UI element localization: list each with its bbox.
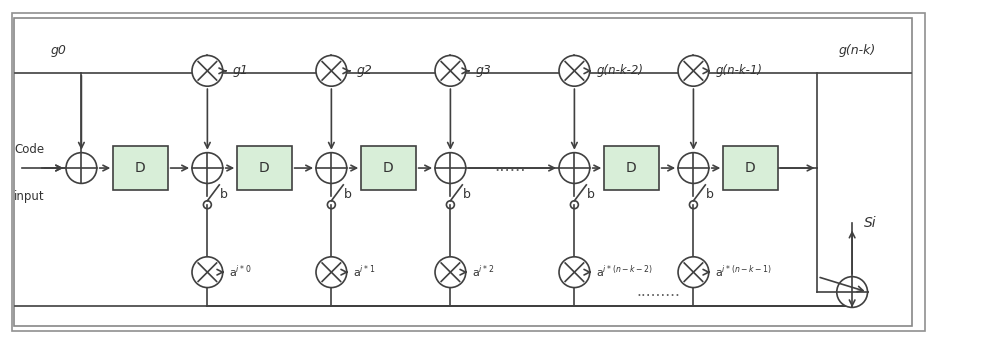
Text: g1: g1 [232, 64, 248, 77]
Text: a$^{i*1}$: a$^{i*1}$ [353, 264, 375, 280]
Circle shape [559, 56, 590, 86]
Circle shape [435, 257, 466, 288]
Circle shape [316, 257, 347, 288]
Circle shape [678, 257, 709, 288]
Circle shape [192, 257, 223, 288]
Text: Si: Si [864, 216, 877, 229]
Text: b: b [220, 188, 228, 201]
Circle shape [192, 56, 223, 86]
Circle shape [559, 257, 590, 288]
Text: g(n-k): g(n-k) [838, 45, 876, 58]
Circle shape [192, 152, 223, 184]
Text: a$^{i*0}$: a$^{i*0}$ [229, 264, 252, 280]
Text: b: b [706, 188, 714, 201]
Text: g2: g2 [356, 64, 372, 77]
Text: D: D [259, 161, 270, 175]
Text: g0: g0 [51, 45, 67, 58]
Bar [14, 18, 912, 326]
Circle shape [837, 277, 868, 307]
Circle shape [435, 56, 466, 86]
Bar [237, 146, 292, 190]
Bar [113, 146, 168, 190]
Circle shape [66, 152, 97, 184]
Text: g(n-k-1): g(n-k-1) [715, 64, 762, 77]
Text: D: D [626, 161, 637, 175]
Text: D: D [745, 161, 756, 175]
Circle shape [678, 56, 709, 86]
Circle shape [316, 56, 347, 86]
Text: b: b [344, 188, 352, 201]
Text: a$^{i*(n-k-1)}$: a$^{i*(n-k-1)}$ [715, 264, 772, 280]
Bar [361, 146, 416, 190]
Text: a$^{i*(n-k-2)}$: a$^{i*(n-k-2)}$ [596, 264, 653, 280]
Text: .........: ......... [637, 284, 681, 298]
Bar [604, 146, 659, 190]
Circle shape [316, 152, 347, 184]
Text: a$^{i*2}$: a$^{i*2}$ [472, 264, 494, 280]
Circle shape [559, 152, 590, 184]
Text: Code: Code [14, 143, 44, 156]
Text: g3: g3 [475, 64, 491, 77]
Text: D: D [135, 161, 146, 175]
Text: D: D [383, 161, 394, 175]
Text: b: b [587, 188, 595, 201]
Circle shape [678, 152, 709, 184]
Text: ......: ...... [494, 157, 526, 175]
Bar [723, 146, 778, 190]
Text: input: input [14, 190, 45, 203]
Text: b: b [463, 188, 471, 201]
Circle shape [435, 152, 466, 184]
Text: g(n-k-2): g(n-k-2) [596, 64, 643, 77]
